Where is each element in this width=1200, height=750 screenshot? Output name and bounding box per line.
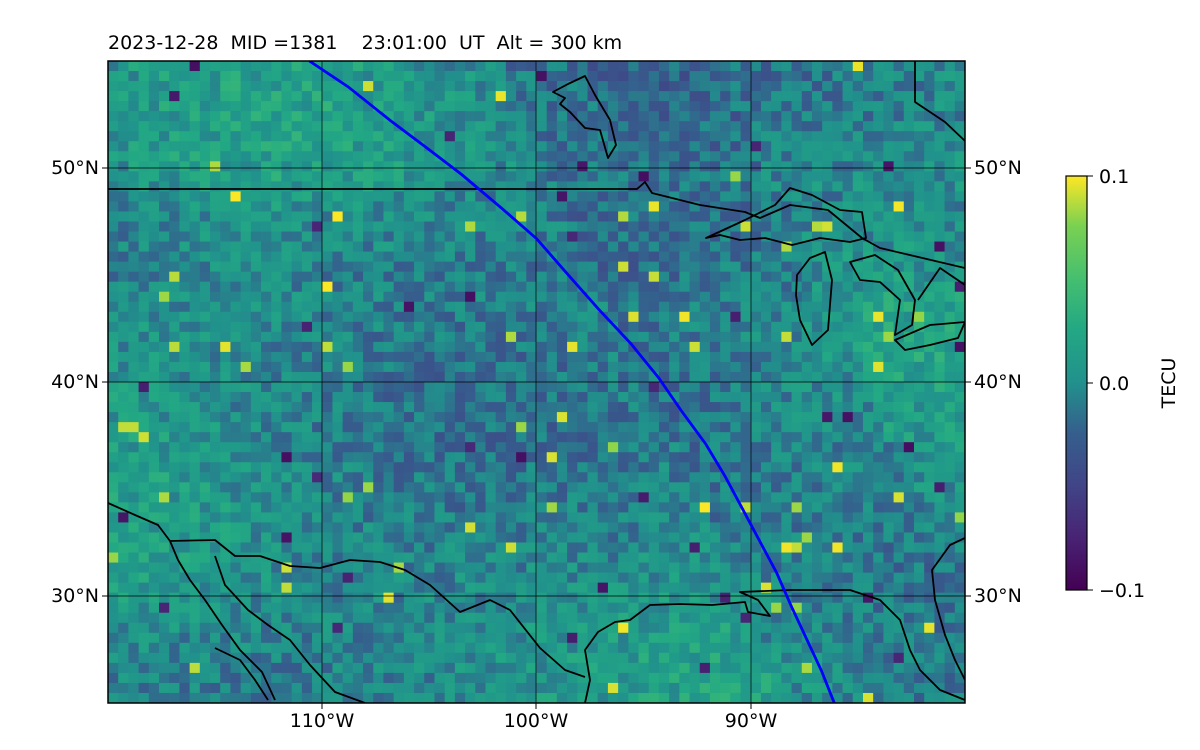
- lake-huron: [849, 254, 916, 336]
- gulf-coast: [584, 589, 965, 703]
- lon-tick-label-110w: 110°W: [290, 710, 355, 732]
- ontario-coast: [917, 267, 965, 301]
- lat-tick-label-right-50: 50°N: [974, 157, 1022, 179]
- colorbar-label: TECU: [1158, 358, 1180, 410]
- hudson-bay-coast: [914, 61, 965, 142]
- us-canada-border: [108, 181, 965, 269]
- lat-tick-label-right-40: 40°N: [974, 371, 1022, 393]
- lat-tick-label-left-50: 50°N: [51, 157, 99, 179]
- figure-title: 2023-12-28 MID =1381 23:01:00 UT Alt = 3…: [108, 32, 622, 54]
- lat-axis-right: 50°N 40°N 30°N: [965, 157, 1022, 607]
- colorbar-tick-max: 0.1: [1099, 166, 1129, 188]
- lat-axis-left: 50°N 40°N 30°N: [51, 157, 108, 607]
- us-mexico-border: [169, 539, 586, 678]
- lat-tick-label-left-40: 40°N: [51, 371, 99, 393]
- sonora-coast: [214, 555, 366, 703]
- island-north: [552, 75, 617, 159]
- colorbar-gradient: [1065, 175, 1088, 591]
- colorbar-tick-zero: 0.0: [1099, 373, 1129, 395]
- colorbar: 0.1 0.0 −0.1 TECU: [1065, 166, 1180, 602]
- pacific-coast: [108, 502, 171, 542]
- baja-west-coast: [214, 647, 269, 701]
- satellite-track: [308, 61, 836, 703]
- lake-erie-ontario: [894, 321, 965, 351]
- florida-coast: [931, 537, 965, 681]
- lat-tick-label-left-30: 30°N: [51, 585, 99, 607]
- lake-superior: [705, 187, 867, 246]
- baja-peninsula: [169, 540, 276, 701]
- colorbar-tick-min: −0.1: [1099, 580, 1145, 602]
- lon-tick-label-90w: 90°W: [725, 710, 778, 732]
- lat-tick-label-right-30: 30°N: [974, 585, 1022, 607]
- coastlines-and-borders: [108, 61, 965, 703]
- lake-michigan: [795, 251, 833, 346]
- lon-tick-label-100w: 100°W: [504, 710, 569, 732]
- map-panel: 50°N 40°N 30°N 50°N 40°N 30°N 110°W 100°…: [51, 60, 1022, 732]
- lon-axis: 110°W 100°W 90°W: [290, 703, 778, 732]
